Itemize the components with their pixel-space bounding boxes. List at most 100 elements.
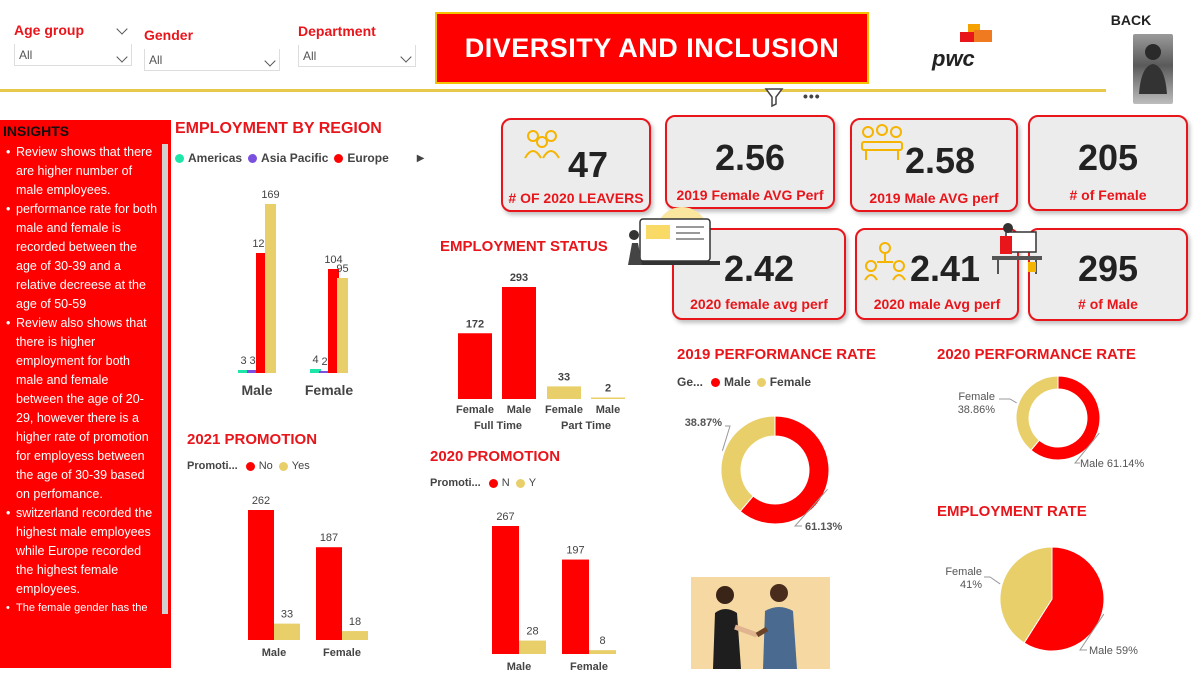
data-label: 8 — [599, 635, 605, 647]
kpi-label: 2020 male Avg perf — [873, 296, 1001, 312]
avatar[interactable] — [1133, 34, 1173, 104]
group-label: Part Time — [561, 420, 611, 432]
category-label: Female — [456, 404, 494, 416]
more-options-icon[interactable]: ••• — [803, 88, 821, 104]
promo2020-legend: Promoti... N Y — [430, 477, 536, 489]
people-icon — [524, 130, 560, 159]
page-title: DIVERSITY AND INCLUSION — [435, 12, 869, 84]
insight-item: Review also shows that there is higher e… — [4, 314, 159, 504]
filter-value[interactable]: All — [14, 44, 132, 66]
legend-title: Promoti... — [187, 460, 238, 472]
group-label: Full Time — [474, 420, 522, 432]
slice-label: 38.86% — [958, 404, 996, 416]
bar — [589, 650, 616, 654]
legend-male: Male — [724, 375, 751, 389]
slice-label: Female — [945, 566, 982, 578]
insights-panel: INSIGHTS Review shows that there are hig… — [0, 120, 171, 668]
data-label: 293 — [510, 272, 528, 284]
kpi-value: 2.56 — [714, 137, 786, 178]
data-label: 169 — [261, 189, 279, 201]
kpi-value: 47 — [567, 144, 609, 185]
legend-dot-yes — [278, 461, 288, 471]
perf2019-legend: Ge... Male Female — [677, 375, 811, 389]
data-label: 95 — [336, 263, 348, 275]
slice-label: 38.87% — [685, 417, 723, 429]
filter-department[interactable]: Department All — [298, 23, 416, 67]
kpi-value: 295 — [1077, 248, 1139, 289]
kpi-card-2020-male-perf: 2.41 2020 male Avg perf — [855, 228, 1019, 320]
data-label: 3 — [240, 355, 246, 367]
filter-value[interactable]: All — [144, 49, 280, 71]
insight-item: Review shows that there are higher numbe… — [4, 143, 159, 200]
legend-americas: Americas — [188, 151, 243, 165]
legend-europe: Europe — [347, 151, 389, 165]
data-label: 2 — [605, 383, 611, 395]
insights-scrollbar[interactable] — [162, 144, 168, 614]
org-people-icon — [864, 242, 906, 281]
filter-gender[interactable]: Gender All — [144, 27, 280, 71]
kpi-label: # OF 2020 LEAVERS — [508, 190, 644, 206]
data-label: 4 — [312, 354, 318, 366]
bar — [274, 623, 300, 640]
back-button[interactable]: BACK — [1110, 12, 1152, 28]
legend-no: No — [258, 460, 273, 472]
bar — [492, 526, 519, 654]
legend-dot-n — [488, 478, 498, 488]
legend-dot-male — [711, 377, 721, 387]
bar — [310, 369, 321, 373]
category-label: Female — [305, 382, 353, 398]
handshake-photo — [691, 577, 830, 669]
leader-line — [721, 425, 731, 451]
slice — [739, 415, 830, 525]
legend-dot-americas — [175, 153, 184, 163]
leader-line — [1079, 613, 1105, 651]
pwc-logo-text: pwc — [931, 46, 975, 71]
pwc-logo-mark: pwc — [931, 24, 992, 71]
bar — [256, 253, 267, 373]
bar — [519, 640, 546, 654]
leader-line — [999, 398, 1017, 404]
category-label: Male — [507, 661, 531, 673]
bar — [316, 547, 342, 640]
slice-label: 41% — [960, 579, 982, 591]
status-chart-title: EMPLOYMENT STATUS — [440, 238, 608, 255]
bar — [328, 269, 339, 373]
legend-dot-y — [515, 478, 525, 488]
legend-scroll-right-icon[interactable]: ▶ — [416, 152, 425, 164]
kpi-value: 2.41 — [909, 248, 981, 289]
data-label: 18 — [349, 616, 361, 628]
meeting-icon — [861, 124, 903, 160]
slice-label: Male 59% — [1089, 645, 1138, 657]
laptop-person-icon — [628, 207, 720, 265]
bar — [337, 278, 348, 373]
desk-person-icon — [992, 223, 1042, 274]
kpi-value: 2.42 — [723, 248, 795, 289]
insights-list: Review shows that there are higher numbe… — [0, 143, 171, 618]
kpi-value: 205 — [1077, 137, 1139, 178]
insights-title: INSIGHTS — [3, 123, 70, 139]
slice — [1023, 546, 1105, 652]
filter-age-group[interactable]: Age group All — [14, 22, 132, 66]
kpi-card-male-count: 295 # of Male — [1028, 228, 1188, 321]
kpi-label: 2020 female avg perf — [690, 296, 828, 312]
promo2021-legend: Promoti... No Yes — [187, 460, 310, 472]
category-label: Male — [596, 404, 620, 416]
slice — [999, 546, 1053, 644]
filter-value[interactable]: All — [298, 45, 416, 67]
leader-line — [1073, 432, 1100, 464]
back-label[interactable]: BACK — [1110, 12, 1152, 28]
person-silhouette-icon — [1139, 44, 1167, 94]
insight-item: The female gender has the — [4, 599, 159, 618]
perf2020-chart-title: 2020 PERFORMANCE RATE — [937, 346, 1136, 363]
data-label: 197 — [566, 545, 584, 557]
legend-dot-europe — [334, 153, 344, 163]
filter-icon[interactable] — [763, 86, 785, 108]
bar — [265, 204, 276, 373]
pwc-logo: pwc — [930, 22, 1000, 72]
category-label: Male — [262, 647, 286, 659]
legend-n: N — [501, 477, 510, 489]
insight-item: performance rate for both male and femal… — [4, 200, 159, 314]
category-label: Male — [507, 404, 531, 416]
